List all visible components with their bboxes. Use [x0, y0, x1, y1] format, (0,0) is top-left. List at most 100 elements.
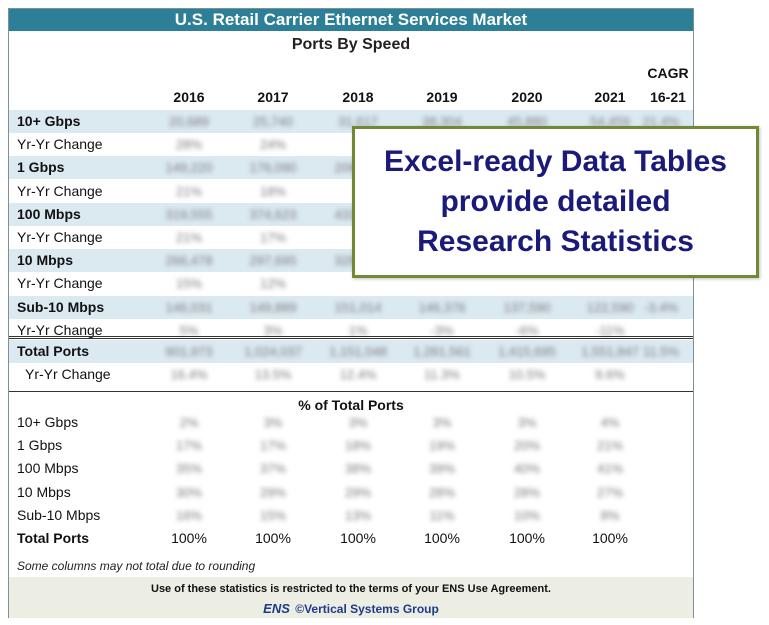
data-table-sheet: U.S. Retail Carrier Ethernet Services Ma… — [8, 8, 694, 618]
row-label: Yr-Yr Change — [17, 275, 103, 292]
row-label: Yr-Yr Change — [25, 366, 111, 382]
table-cell: 30% — [175, 484, 203, 500]
table-cell: 28% — [175, 137, 203, 153]
table-cell: 17% — [259, 438, 287, 454]
table-cell: 13.5% — [254, 367, 292, 382]
table-cell: 16.4% — [170, 367, 208, 382]
pct-divider — [9, 391, 693, 392]
year-header: 2018 — [342, 89, 374, 105]
table-cell: 146,031 — [165, 299, 213, 315]
table-cell: 45,880 — [507, 114, 547, 129]
table-cell: 1,551,847 — [581, 344, 639, 359]
table-cell: 3% — [348, 415, 368, 430]
table-cell: 1,024,037 — [244, 344, 302, 359]
table-row-change: Yr-Yr Change 21% 17% — [9, 226, 693, 249]
table-cell: 29% — [344, 484, 372, 500]
table-cell: 21% — [175, 230, 203, 245]
table-cell: 13% — [344, 507, 372, 523]
row-label: 10+ Gbps — [17, 414, 79, 430]
row-label: 10+ Gbps — [17, 113, 81, 129]
table-cell: 11.3% — [424, 367, 460, 382]
table-row-change: Yr-Yr Change 5% 3% 1% -3% -6% -11% — [9, 319, 693, 342]
footer-brand: ENS ©Vertical Systems Group — [9, 601, 693, 616]
table-title: U.S. Retail Carrier Ethernet Services Ma… — [9, 9, 693, 31]
table-cell: 37% — [259, 461, 287, 477]
row-label: Yr-Yr Change — [17, 229, 103, 245]
table-cell: 35% — [175, 461, 203, 477]
table-cell: 25,740 — [253, 114, 293, 129]
table-cell: 29% — [259, 484, 287, 500]
row-label: Yr-Yr Change — [17, 182, 103, 199]
table-cell: 10% — [513, 507, 541, 523]
callout-line-3: Research Statistics — [417, 225, 694, 258]
table-subtitle: Ports By Speed — [291, 36, 411, 53]
table-cell: 31,617 — [338, 114, 378, 129]
table-cell: 149,220 — [165, 160, 213, 176]
table-cell: 16% — [175, 507, 203, 523]
table-cell: 12% — [259, 276, 287, 292]
ens-logo: ENS — [263, 601, 290, 616]
row-label: Total Ports — [17, 530, 90, 546]
table-cell: 10.5% — [508, 367, 546, 382]
pct-row: 100 Mbps 35% 37% 38% 39% 40% 41% — [9, 457, 693, 480]
table-cell: 3% — [263, 415, 283, 430]
table-cell: 41% — [596, 461, 624, 477]
table-cell: 20% — [513, 438, 541, 454]
table-cell: 28% — [513, 484, 541, 500]
cagr-header-2: 16-21 — [650, 89, 686, 105]
row-label: 10 Mbps — [17, 483, 71, 500]
table-row-total: Total Ports 901,973 1,024,037 1,151,048 1,28… — [9, 340, 693, 363]
table-cell: 1,415,695 — [498, 344, 556, 359]
table-cell: 15% — [259, 507, 287, 523]
row-label: 10 Mbps — [17, 252, 74, 269]
footer-terms: Use of these statistics is restricted to… — [151, 583, 551, 595]
table-cell: 1,281,561 — [413, 344, 471, 359]
table-cell: 3% — [517, 415, 537, 430]
pct-row: Sub-10 Mbps 16% 15% 13% 11% 10% 8% — [9, 504, 693, 527]
row-label: Sub-10 Mbps — [17, 506, 101, 523]
table-row-change: Yr-Yr Change 15% 12% — [9, 272, 693, 295]
table-row-change: Yr-Yr Change 28% 24% — [9, 133, 693, 156]
promo-callout: Excel-ready Data Tables provide detailed… — [352, 126, 759, 278]
table-cell: 24% — [259, 137, 287, 153]
table-cell: 21.4% — [642, 114, 680, 129]
table-cell: 21% — [175, 183, 203, 199]
callout-line-2: provide detailed — [440, 185, 671, 218]
table-cell: 4% — [600, 415, 620, 430]
table-cell: 901,973 — [165, 344, 213, 359]
table-cell: -3.4% — [644, 299, 678, 315]
table-cell: 17% — [175, 438, 203, 454]
table-cell: 21% — [596, 438, 624, 454]
table-cell: 149,889 — [249, 299, 297, 315]
table-cell: 122,590 — [586, 299, 634, 315]
table-cell: 137,590 — [503, 299, 551, 315]
table-cell: 3% — [432, 415, 452, 430]
footer: Use of these statistics is restricted to… — [9, 577, 693, 618]
table-cell: 3% — [263, 322, 283, 338]
year-header: 2020 — [511, 89, 543, 105]
table-cell: 5% — [179, 322, 199, 338]
year-header: 2016 — [173, 89, 205, 105]
table-cell: 11.5% — [643, 344, 679, 359]
pct-row: 10 Mbps 30% 29% 29% 28% 28% 27% — [9, 481, 693, 504]
table-row-change: Yr-Yr Change 21% 18% — [9, 180, 693, 203]
row-label: Yr-Yr Change — [17, 136, 103, 153]
table-cell: 54,459 — [590, 114, 630, 129]
table-cell: 297,695 — [249, 253, 297, 269]
table-cell: 20,689 — [169, 114, 209, 129]
pct-row-total: Total Ports 100% 100% 100% 100% 100% 100% — [9, 527, 693, 550]
table-cell: 266,478 — [165, 253, 213, 269]
table-cell: -11% — [595, 322, 625, 338]
row-label: Sub-10 Mbps — [17, 298, 105, 315]
table-cell: 100% — [424, 530, 460, 546]
table-cell: 28% — [428, 484, 456, 500]
table-cell: -3% — [430, 322, 454, 338]
table-cell: 1% — [348, 322, 368, 338]
table-row-speed: Sub-10 Mbps 146,031 149,889 151,014 146,376 1… — [9, 295, 693, 319]
table-cell: 1,151,048 — [329, 344, 387, 359]
table-cell: 100% — [592, 530, 628, 546]
table-cell: 146,376 — [418, 299, 466, 315]
table-cell: 100% — [171, 530, 207, 546]
table-cell: 12.4% — [339, 367, 377, 382]
table-cell: 8% — [600, 507, 620, 523]
